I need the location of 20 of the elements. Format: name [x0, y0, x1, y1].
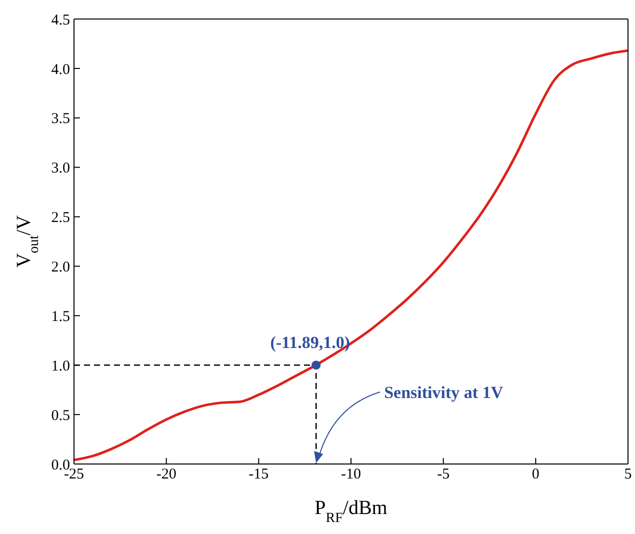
x-tick-label: -10 — [341, 466, 361, 483]
y-tick-label: 0.0 — [51, 457, 70, 474]
x-tick-label: 0 — [532, 466, 540, 483]
x-axis-title: P$_{RF}$/dBm — [314, 497, 388, 526]
y-tick-label: 2.0 — [51, 260, 70, 276]
y-tick-label: 1.0 — [51, 358, 70, 374]
y-tick-label: 3.5 — [51, 111, 70, 128]
x-tick-label: -20 — [156, 466, 176, 483]
annotation: (-11.89,1.0) — [270, 333, 350, 352]
x-tick-label: -5 — [437, 466, 450, 483]
x-tick-label: 5 — [624, 466, 632, 483]
y-tick-label: 3.0 — [51, 160, 70, 177]
y-tick-label: 4.0 — [51, 62, 70, 78]
y-tick-label: 0.5 — [51, 408, 70, 424]
y-tick-label: 4.5 — [51, 12, 70, 28]
y-tick-label: 1.5 — [51, 308, 70, 325]
annotation: Sensitivity at 1V — [384, 383, 504, 402]
x-tick-label: -15 — [248, 466, 269, 483]
y-tick-label: 2.5 — [51, 210, 70, 226]
line-series — [74, 49, 628, 462]
